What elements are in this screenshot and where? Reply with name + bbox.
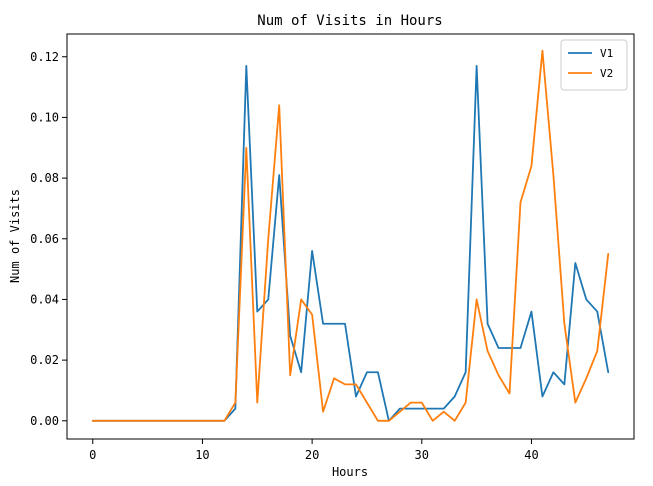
- y-tick-label: 0.00: [30, 414, 59, 428]
- x-tick-label: 30: [415, 448, 429, 462]
- series-line-v2: [91, 49, 610, 422]
- y-tick-label: 0.10: [30, 110, 59, 124]
- y-tick-label: 0.02: [30, 353, 59, 367]
- y-tick-label: 0.06: [30, 232, 59, 246]
- x-axis-label: Hours: [332, 465, 368, 479]
- x-axis: 0 10 20 30 40: [89, 439, 539, 462]
- legend-box: [560, 39, 628, 91]
- chart-title: Num of Visits in Hours: [257, 13, 442, 29]
- y-axis-label: Num of Visits: [8, 189, 22, 283]
- x-tick-label: 40: [524, 448, 538, 462]
- legend: V1 V2: [560, 39, 628, 91]
- y-axis: 0.00 0.02 0.04 0.06 0.08 0.10 0.12: [30, 50, 67, 428]
- legend-label-v2: V2: [600, 67, 613, 80]
- y-tick-label: 0.12: [30, 50, 59, 64]
- y-tick-label: 0.04: [30, 292, 59, 306]
- x-tick-label: 0: [89, 448, 96, 462]
- x-tick-label: 10: [195, 448, 209, 462]
- x-tick-label: 20: [305, 448, 319, 462]
- legend-label-v1: V1: [600, 47, 613, 60]
- series-lines: [91, 49, 610, 422]
- y-tick-label: 0.08: [30, 171, 59, 185]
- plot-area: [66, 33, 635, 440]
